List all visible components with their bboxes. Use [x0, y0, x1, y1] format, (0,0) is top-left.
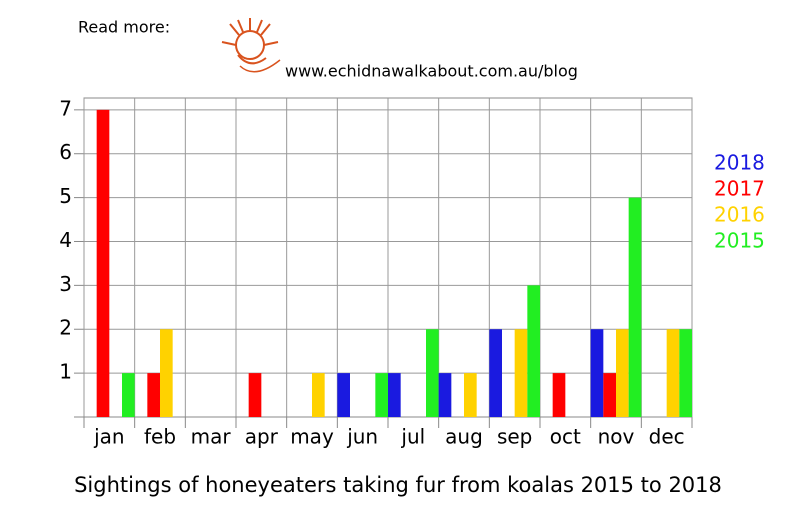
x-tick-label: apr — [245, 425, 279, 449]
x-tick-label: jan — [93, 425, 125, 449]
logo — [221, 18, 281, 73]
y-tick-label: 5 — [59, 184, 72, 208]
x-tick-label: aug — [445, 425, 483, 449]
x-tick-label: may — [290, 425, 334, 449]
bar — [489, 329, 502, 417]
read-more: Read more: — [78, 18, 170, 37]
x-tick-label: feb — [144, 425, 176, 449]
bar — [426, 329, 439, 417]
y-tick-label: 4 — [59, 228, 72, 252]
bar — [666, 329, 680, 417]
bar — [160, 329, 173, 417]
bar — [122, 373, 135, 417]
legend-entry: 2015 — [714, 229, 765, 253]
bar — [628, 197, 642, 417]
x-tick-label: oct — [550, 425, 581, 449]
x-tick-label: nov — [598, 425, 635, 449]
bar — [96, 109, 110, 417]
bar — [552, 373, 566, 417]
legend-entry: 2017 — [714, 177, 765, 201]
bar — [375, 373, 388, 417]
blog-url: www.echidnawalkabout.com.au/blog — [285, 62, 578, 81]
legend-entry: 2016 — [714, 203, 765, 227]
bar — [147, 373, 160, 417]
y-tick-label: 7 — [59, 96, 72, 120]
chart-title: Sightings of honeyeaters taking fur from… — [74, 473, 722, 497]
x-tick-label: dec — [649, 425, 685, 449]
bar — [337, 373, 350, 417]
bar — [464, 373, 477, 417]
bar — [679, 329, 692, 417]
bar — [388, 373, 401, 417]
legend-entry: 2018 — [714, 151, 765, 175]
bar — [527, 285, 540, 417]
x-tick-label: sep — [497, 425, 532, 449]
bar — [590, 329, 604, 417]
x-tick-label: jul — [400, 425, 425, 449]
bar — [514, 329, 528, 417]
y-tick-label: 6 — [59, 140, 72, 164]
x-tick-label: jun — [346, 425, 378, 449]
bar — [248, 373, 262, 417]
bar — [438, 373, 452, 417]
bar — [616, 329, 629, 417]
y-tick-label: 1 — [59, 360, 72, 384]
y-tick-label: 3 — [59, 272, 72, 296]
x-tick-label: mar — [191, 425, 232, 449]
bar — [312, 373, 325, 417]
bar — [603, 373, 616, 417]
y-tick-label: 2 — [59, 316, 72, 340]
